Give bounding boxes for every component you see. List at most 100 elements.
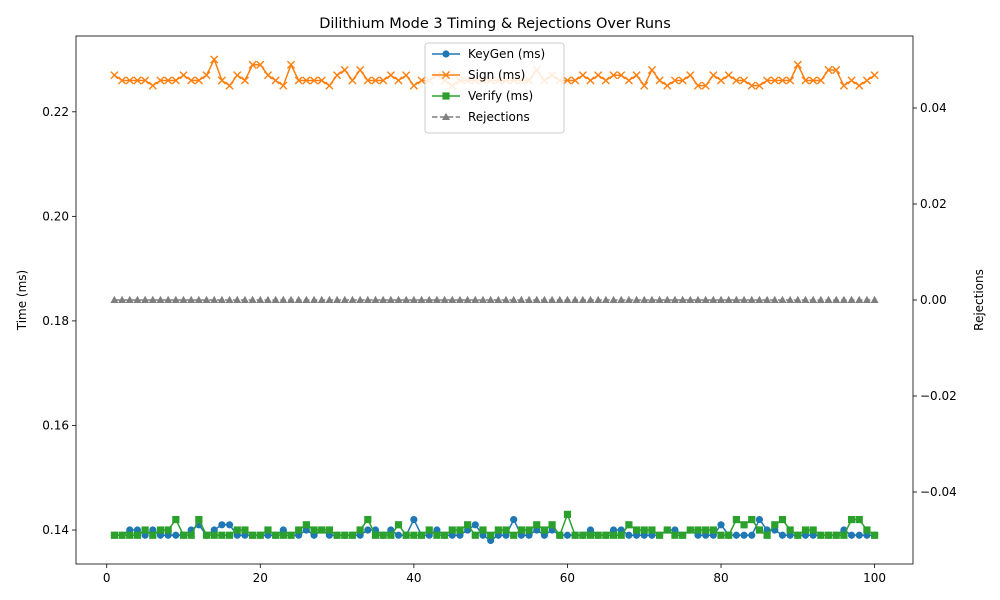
data-point <box>709 71 718 80</box>
data-point <box>617 531 625 539</box>
data-point <box>855 531 863 539</box>
data-point <box>732 515 740 524</box>
data-point <box>694 526 702 534</box>
data-point <box>594 71 603 80</box>
data-point <box>379 531 387 539</box>
data-point <box>117 76 127 85</box>
data-point <box>248 295 257 303</box>
data-point <box>847 76 856 85</box>
x-tick-label: 20 <box>253 571 268 585</box>
data-point <box>364 515 372 524</box>
data-point <box>801 295 810 303</box>
data-point <box>602 531 610 539</box>
data-point <box>724 71 733 80</box>
data-point <box>286 60 296 69</box>
data-point <box>202 71 211 80</box>
data-point <box>317 76 326 85</box>
data-point <box>862 295 871 303</box>
data-point <box>678 76 687 85</box>
data-point <box>133 531 142 539</box>
data-point <box>824 295 833 303</box>
legend-label: Sign (ms) <box>468 68 525 82</box>
data-point <box>448 526 456 534</box>
data-point <box>379 295 388 303</box>
data-point <box>663 526 671 534</box>
data-point <box>279 531 287 539</box>
data-point <box>778 76 787 85</box>
data-point <box>210 531 218 539</box>
data-point <box>448 295 457 303</box>
data-point <box>793 60 802 69</box>
x-tick-label: 0 <box>103 571 111 585</box>
data-point <box>748 531 756 539</box>
data-point <box>271 295 280 303</box>
data-point <box>609 295 618 303</box>
data-point <box>517 295 526 303</box>
data-point <box>839 295 848 303</box>
data-point <box>371 531 380 539</box>
data-point <box>233 71 242 80</box>
y-right-tick-label: −0.02 <box>920 389 957 403</box>
data-point <box>356 526 364 534</box>
data-point <box>763 295 772 303</box>
data-point <box>624 76 633 85</box>
data-point <box>763 531 771 539</box>
data-point <box>702 526 710 534</box>
data-point <box>271 76 280 85</box>
data-point <box>770 76 779 85</box>
y-left-tick-label: 0.20 <box>42 209 69 223</box>
data-point <box>647 295 656 303</box>
data-point <box>172 515 180 524</box>
data-point <box>363 76 372 85</box>
data-point <box>724 295 733 303</box>
data-point <box>686 295 695 303</box>
data-point <box>510 515 518 524</box>
data-point <box>187 531 195 539</box>
data-point <box>801 526 810 534</box>
data-point <box>525 295 534 303</box>
data-point <box>847 531 856 539</box>
data-point <box>417 76 426 85</box>
data-point <box>356 295 365 303</box>
data-point <box>118 295 127 303</box>
data-point <box>433 531 441 539</box>
data-point <box>263 295 272 303</box>
data-point <box>709 295 718 303</box>
data-point <box>824 531 833 539</box>
data-point <box>225 295 234 303</box>
data-point <box>179 295 188 303</box>
data-point <box>310 295 319 303</box>
data-point <box>240 295 249 303</box>
data-point <box>601 295 610 303</box>
data-point <box>210 295 219 303</box>
y-axis-right-title: Rejections <box>972 269 986 331</box>
data-point <box>125 295 134 303</box>
data-point <box>739 76 749 85</box>
data-point <box>525 526 533 534</box>
data-point <box>563 531 572 539</box>
data-point <box>763 76 772 85</box>
data-point <box>586 76 595 85</box>
data-point <box>225 531 234 539</box>
data-point <box>540 295 549 303</box>
data-point <box>632 71 641 80</box>
data-point <box>187 76 196 85</box>
data-point <box>594 531 602 539</box>
data-point <box>279 295 288 303</box>
data-point <box>133 76 142 85</box>
data-point <box>263 71 273 80</box>
data-point <box>217 295 226 303</box>
data-point <box>517 526 525 534</box>
data-point <box>740 295 749 303</box>
legend-marker <box>442 50 450 58</box>
y-left-tick-label: 0.16 <box>42 418 69 432</box>
data-point <box>716 76 726 85</box>
data-point <box>786 526 794 534</box>
data-point <box>624 295 633 303</box>
data-point <box>755 526 764 534</box>
data-point <box>348 76 357 85</box>
data-point <box>671 531 679 539</box>
y-right-tick-label: 0.00 <box>920 293 947 307</box>
data-point <box>855 295 864 303</box>
data-point <box>348 295 357 303</box>
